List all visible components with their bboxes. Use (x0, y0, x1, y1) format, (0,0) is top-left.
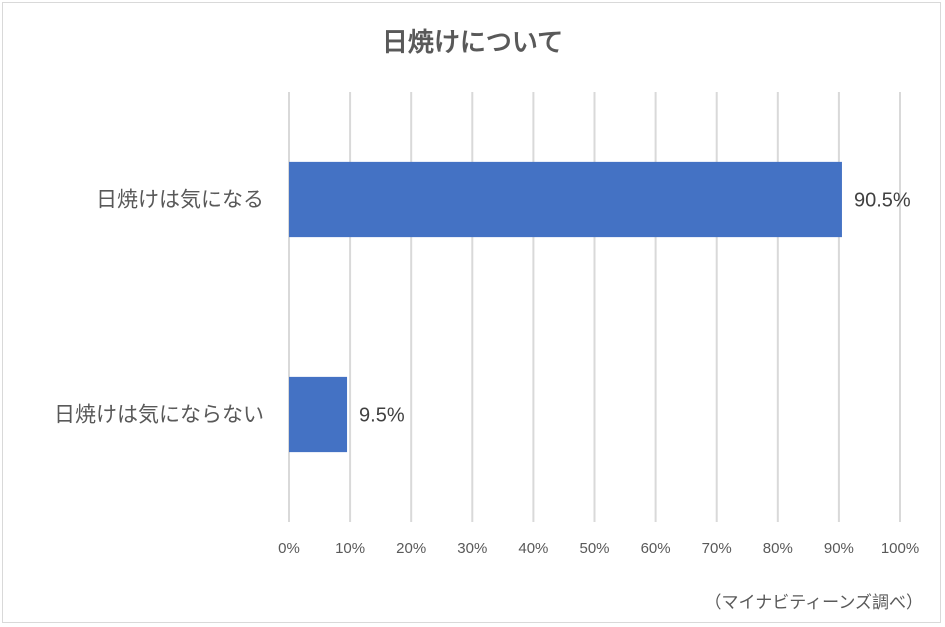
gridlines (288, 92, 901, 522)
x-tick-label: 60% (641, 540, 671, 557)
x-tick-label: 80% (763, 540, 793, 557)
x-tick-label: 40% (518, 540, 548, 557)
x-tick-label: 30% (457, 540, 487, 557)
data-label: 9.5% (359, 405, 405, 427)
bars (289, 161, 842, 453)
x-tick-label: 10% (335, 540, 365, 557)
category-label: 日焼けは気になる (96, 188, 264, 212)
x-tick-label: 50% (579, 540, 609, 557)
source-note: （マイナビティーンズ調べ） (704, 593, 923, 613)
x-tick-label: 90% (824, 540, 854, 557)
x-tick-label: 100% (881, 540, 919, 557)
x-tick-label: 20% (396, 540, 426, 557)
chart-title: 日焼けについて (381, 28, 564, 58)
data-label: 90.5% (854, 190, 911, 212)
labels: 0% 10% 20% 30% 40% 50% 60% 70% 80% 90% 100% 日焼けは気にな… (54, 188, 919, 558)
category-label: 日焼けは気にならない (54, 403, 264, 427)
bar (289, 161, 842, 238)
bar (289, 376, 348, 453)
x-tick-label: 70% (702, 540, 732, 557)
x-tick-label: 0% (278, 540, 300, 557)
